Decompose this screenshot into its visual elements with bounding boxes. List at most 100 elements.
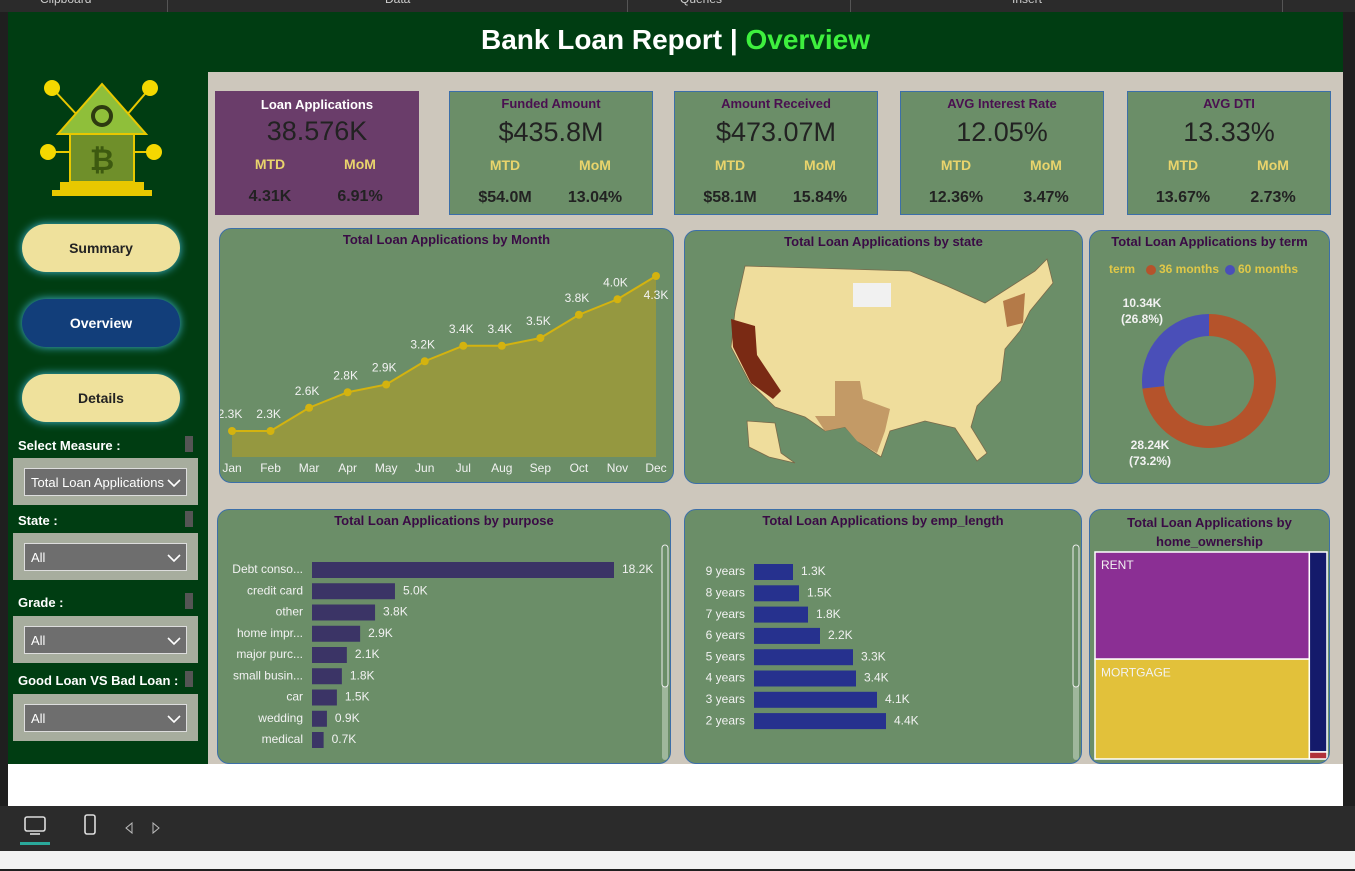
y-tick-label: small busin... — [233, 668, 303, 682]
state-nd — [853, 283, 891, 307]
point — [459, 341, 468, 350]
y-tick-label: 5 years — [706, 649, 745, 663]
status-bar — [0, 851, 1355, 869]
bar — [754, 627, 820, 644]
data-label: 3.2K — [410, 337, 435, 351]
point — [305, 403, 314, 412]
chart-svg: RENT MORTGAGE — [1094, 551, 1328, 760]
treemap-cell — [1308, 751, 1328, 760]
x-tick-label: Dec — [645, 461, 666, 475]
chart-title: Total Loan Applications by term — [1111, 234, 1308, 249]
kpi-mtd: $54.0M — [478, 189, 532, 206]
chart-panel: Debt conso... 18.2K credit card 5.0K other 3.… — [217, 509, 671, 764]
data-label: 3.8K — [383, 605, 408, 619]
point — [382, 380, 391, 389]
chevron-line — [167, 479, 181, 488]
dropdown[interactable]: Total Loan Applications — [24, 468, 187, 496]
kpi-title: AVG DTI — [1203, 96, 1255, 111]
bar — [312, 689, 337, 706]
bar — [312, 647, 347, 663]
header-title: Bank Loan Report | — [480, 24, 738, 55]
legend-dot — [1225, 265, 1235, 275]
ribbon-label: Data — [385, 0, 410, 6]
chart-title: Total Loan Applications by state — [784, 234, 983, 249]
dropdown-value: All — [31, 711, 46, 726]
data-label: 1.5K — [345, 690, 370, 704]
state-tx — [815, 381, 890, 453]
dropdown-value: Total Loan Applications — [31, 475, 164, 490]
dropdown[interactable]: All — [24, 626, 187, 654]
data-label: 2.9K — [372, 361, 397, 375]
chart-title: Total Loan Applications by purpose — [334, 513, 554, 528]
kpi-mtd: 4.31K — [248, 188, 292, 205]
chevron-line — [167, 715, 181, 724]
data-label: 3.5K — [526, 314, 551, 328]
kpi-mom-label: MoM — [1030, 157, 1062, 173]
data-label: 0.9K — [335, 711, 360, 725]
data-label: 3.4K — [487, 322, 512, 336]
x-tick-label: Jul — [456, 461, 471, 475]
x-tick-label: Mar — [299, 461, 320, 475]
y-tick-label: Debt conso... — [232, 562, 303, 576]
filter-marker — [185, 436, 193, 452]
y-tick-label: wedding — [257, 711, 303, 725]
x-tick-label: Feb — [260, 461, 281, 475]
kpi-mom-label: MoM — [579, 157, 611, 173]
ribbon: Clipboard Data Queries Insert — [0, 0, 1355, 12]
logo: ₿ — [40, 80, 162, 196]
nav-button[interactable]: Summary — [22, 224, 180, 272]
point — [228, 427, 236, 435]
kpi-card: Funded Amount $435.8M MTD MoM $54.0M 13.04% — [449, 91, 653, 215]
point — [613, 295, 622, 304]
dropdown[interactable]: All — [24, 543, 187, 571]
point — [420, 357, 429, 366]
legend-dot — [1146, 265, 1156, 275]
kpi-value: 38.576K — [266, 116, 368, 146]
kpi-mom: 2.73% — [1250, 189, 1296, 206]
data-label: 1.8K — [816, 607, 841, 621]
kpi-title: AVG Interest Rate — [947, 96, 1057, 111]
nav-button[interactable]: Details — [22, 374, 180, 422]
kpi-card: Loan Applications 38.576K MTD MoM 4.31K 6.91% — [215, 91, 419, 215]
treemap-cell — [1094, 551, 1311, 660]
bar — [754, 606, 808, 623]
filter-label: Good Loan VS Bad Loan : — [18, 673, 179, 688]
data-label: 2.6K — [295, 384, 320, 398]
filter-marker — [185, 671, 193, 687]
kpi-mom-label: MoM — [344, 156, 376, 172]
nav-button[interactable]: Overview — [22, 299, 180, 347]
y-tick-label: major purc... — [236, 647, 303, 661]
kpi-mom: 13.04% — [567, 189, 623, 206]
view-icons — [20, 814, 160, 845]
ribbon-separator — [627, 0, 628, 12]
kpi-card: AVG Interest Rate 12.05% MTD MoM 12.36% 3.47% — [900, 91, 1104, 215]
cell-label: RENT — [1101, 558, 1134, 572]
kpi-title: Amount Received — [721, 96, 831, 111]
kpi-mom: 3.47% — [1023, 189, 1069, 206]
data-label: 2.3K — [220, 407, 242, 421]
x-tick-label: May — [375, 461, 398, 475]
kpi-mtd-label: MTD — [714, 157, 746, 173]
filter-box: All — [13, 533, 198, 580]
chart-title: Total Loan Applications by Month — [342, 232, 551, 247]
treemap-cell — [1308, 551, 1328, 753]
legend-label: 60 months — [1238, 262, 1298, 276]
data-label: 10.34K — [1123, 296, 1162, 310]
y-tick-label: medical — [262, 732, 303, 746]
ribbon-separator — [167, 0, 168, 12]
tab-bar — [0, 806, 1355, 851]
chart-panel: term 36 months 60 months 28.24K (73.2%) 10.34… — [1089, 230, 1330, 484]
kpi-mom-label: MoM — [804, 157, 836, 173]
y-tick-label: 3 years — [706, 692, 745, 706]
dropdown[interactable]: All — [24, 704, 187, 732]
y-tick-label: 7 years — [706, 607, 745, 621]
chart-svg: 9 years 1.3K 8 years 1.5K 7 years 1.8K 6 years… — [706, 544, 1080, 760]
kpi-value: 13.33% — [1183, 117, 1275, 147]
chart-panel: 2.3K Jan 2.3K Feb 2.6K Mar 2.8K Apr 2.9K May 3.2K J… — [219, 228, 674, 483]
y-tick-label: car — [286, 690, 303, 704]
kpi-value: 12.05% — [956, 117, 1048, 147]
data-label: 2.2K — [828, 628, 853, 642]
kpi-mtd: 13.67% — [1155, 189, 1211, 206]
dropdown-value: All — [31, 550, 46, 565]
bar — [754, 564, 793, 580]
